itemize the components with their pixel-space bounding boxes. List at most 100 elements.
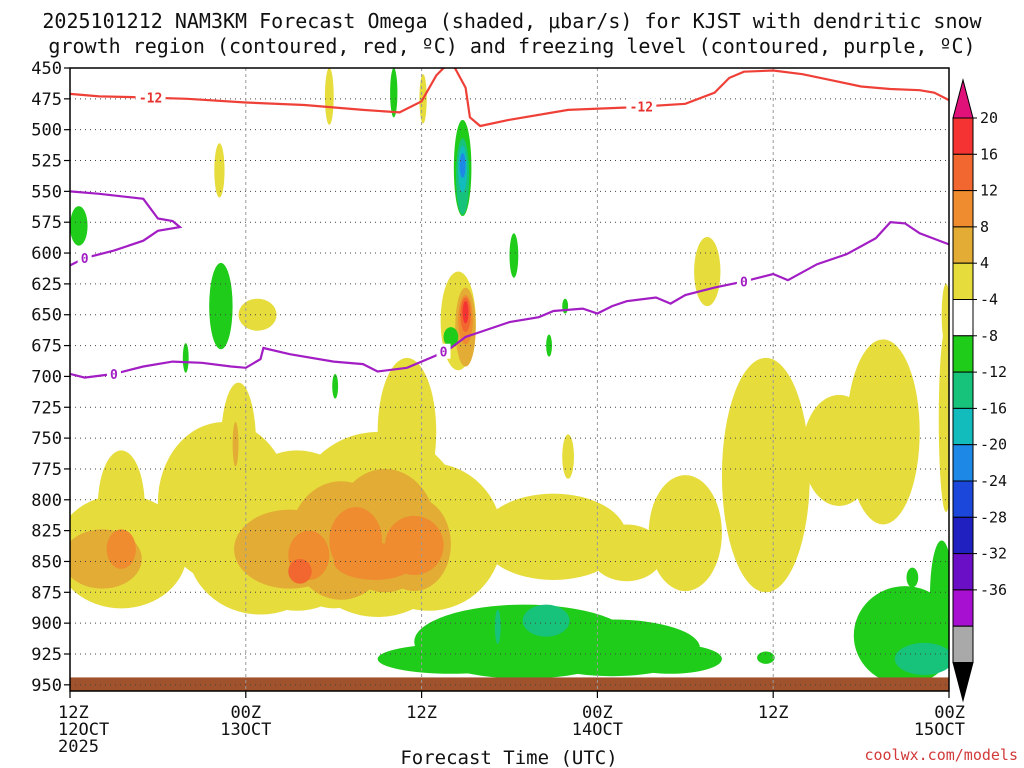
colorbar-bin [952,589,974,627]
colorbar-label: 16 [980,145,998,163]
colorbar-label: 4 [980,254,989,272]
colorbar-bin [952,553,974,591]
chart-title-line2: growth region (contoured, red, ºC) and f… [48,34,975,58]
omega-shade-region [377,644,525,674]
colorbar-bin [952,299,974,337]
omega-shade-region [906,567,919,588]
colorbar-label: 8 [980,218,989,236]
colorbar-bin [952,335,974,373]
time-tick-label: 14OCT [572,720,623,740]
colorbar-bin [952,226,974,264]
pressure-tick-label: 450 [31,59,62,79]
freezing-contour-label-bg [77,249,92,265]
colorbar-label: -24 [980,472,1007,490]
source-credit: coolwx.com/models [864,746,1018,764]
time-tick-label: 00Z [230,703,261,723]
pressure-tick-label: 500 [31,121,62,141]
colorbar-label: 20 [980,109,998,127]
contour-labels: -12 -12 0 0 0 0 [77,89,751,383]
omega-shade-region [694,237,721,307]
colorbar-bin [952,190,974,228]
omega-shade-region [220,382,257,506]
time-tick-label: 13OCT [220,720,271,740]
pressure-tick-label: 925 [31,645,62,665]
time-tick-label: 2025 [58,737,99,757]
time-tick-label: 15OCT [914,720,965,740]
omega-shade-region [182,343,189,373]
time-tick-label: 12Z [758,703,789,723]
time-tick-label: 00Z [582,703,613,723]
freezing-contour-label: 0 [81,252,89,267]
freezing-contour-label-bg [106,365,121,381]
omega-shade-region [938,327,949,513]
pressure-tick-label: 750 [31,429,62,449]
pressure-tick-label: 575 [31,213,62,233]
omega-shade-region [522,604,570,637]
omega-shade-region [494,609,501,645]
pressure-axis: 450 475 500 525 550 575 600 625 650 675 700 725 750 7… [31,59,70,696]
x-axis-title: Forecast Time (UTC) [400,747,617,768]
colorbar-bin [952,117,974,155]
pressure-tick-label: 825 [31,522,62,542]
omega-shade-region [562,434,574,479]
time-tick-label: 12OCT [58,720,109,740]
colorbar-bin [952,407,974,446]
omega-shade-region [324,68,334,125]
ground-band [70,677,949,691]
omega-shade-region [332,373,339,399]
omega-shade-region [333,542,416,580]
time-tick-label: 12Z [406,703,437,723]
pressure-tick-label: 700 [31,367,62,387]
colorbar-bin [952,153,974,192]
omega-shade-region [70,206,88,246]
colorbar-bin [952,262,974,301]
omega-shade-region [288,558,312,584]
pressure-tick-label: 900 [31,614,62,634]
pressure-tick-label: 525 [31,152,62,172]
omega-shade-region [648,475,722,592]
omega-shade-region [590,524,664,582]
pressure-tick-label: 775 [31,460,62,480]
colorbar-label: 12 [980,182,998,200]
omega-shade-region [443,327,459,347]
gridlines [70,68,949,691]
freezing-contour-label: 0 [110,368,118,383]
colorbar-bin [952,444,974,482]
colorbar-bin [952,480,974,518]
time-tick-label: 12Z [58,703,89,723]
omega-shade-region [721,357,810,593]
plot-background [70,68,949,691]
pressure-tick-label: 725 [31,398,62,418]
freezing-level-upper [70,190,183,267]
omega-shade-region [894,642,949,675]
omega-shade-region [462,301,469,324]
minus12-contour-label: -12 [139,92,162,107]
colorbar-label: -12 [980,363,1007,381]
colorbar-label: -4 [980,291,998,309]
pressure-tick-label: 875 [31,583,62,603]
pressure-tick-label: 800 [31,491,62,511]
ground-layer [70,677,949,691]
colorbar-label: -16 [980,399,1007,417]
minus12-isotherm [70,68,949,128]
colorbar-label: -8 [980,327,998,345]
colorbar-bin [952,625,974,664]
omega-shade-region [238,298,277,331]
freezing-contour-label: 0 [740,275,748,290]
omega-shade-region [619,644,722,674]
omega-shade-region [480,493,627,580]
omega-shade-region [509,233,519,278]
pressure-tick-label: 475 [31,90,62,110]
omega-shade-region [214,143,225,198]
freezing-contour-label: 0 [440,346,448,361]
omega-shade-region [106,529,136,569]
colorbar-max-arrow [952,78,974,119]
freezing-level [70,221,949,379]
colorbar-min-arrow [952,662,974,703]
time-tick-label: 00Z [934,703,965,723]
omega-shade-region [757,651,775,664]
temperature-contours [70,68,949,379]
chart-title-line1: 2025101212 NAM3KM Forecast Omega (shaded… [42,9,982,33]
